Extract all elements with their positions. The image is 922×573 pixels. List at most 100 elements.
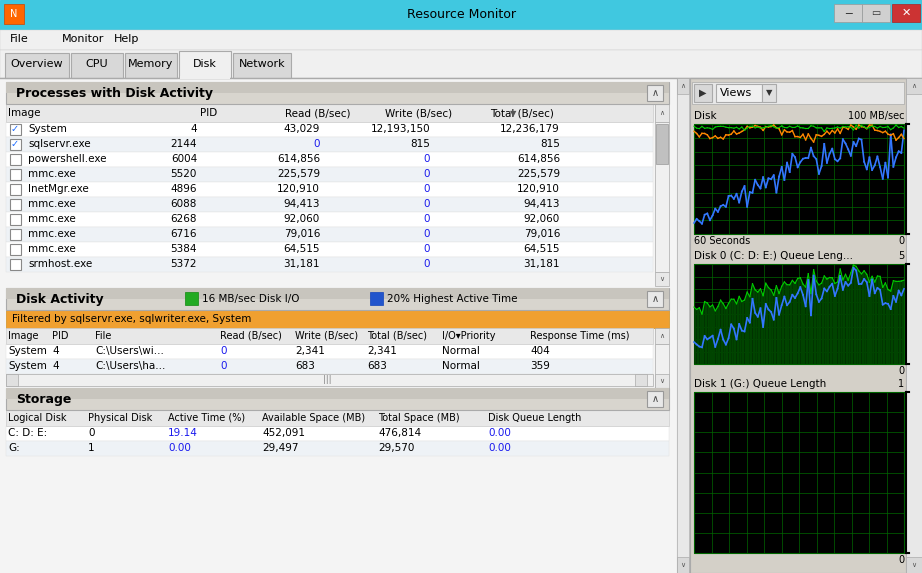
Bar bbox=[10, 244, 21, 255]
Text: ✓: ✓ bbox=[11, 124, 19, 134]
Bar bbox=[6, 197, 653, 212]
Text: 0: 0 bbox=[313, 139, 320, 149]
Text: 12,193,150: 12,193,150 bbox=[371, 124, 430, 134]
Text: 0: 0 bbox=[88, 428, 94, 438]
Polygon shape bbox=[864, 270, 867, 364]
Polygon shape bbox=[710, 305, 713, 364]
Bar bbox=[655, 344, 669, 388]
Text: I/O▾Priority: I/O▾Priority bbox=[442, 331, 495, 341]
Text: 359: 359 bbox=[530, 361, 550, 371]
Text: 29,570: 29,570 bbox=[378, 443, 414, 453]
Polygon shape bbox=[824, 276, 827, 364]
Polygon shape bbox=[776, 285, 779, 364]
Text: 815: 815 bbox=[540, 139, 560, 149]
Bar bbox=[0, 50, 922, 78]
Text: 0: 0 bbox=[898, 366, 904, 376]
Text: 476,814: 476,814 bbox=[378, 428, 421, 438]
Polygon shape bbox=[766, 283, 768, 364]
Text: ∧: ∧ bbox=[652, 88, 658, 98]
Text: Disk 0 (C: D: E:) Queue Leng...: Disk 0 (C: D: E:) Queue Leng... bbox=[694, 251, 853, 261]
Polygon shape bbox=[843, 274, 845, 364]
Text: Normal: Normal bbox=[442, 361, 479, 371]
Polygon shape bbox=[854, 265, 857, 364]
Bar bbox=[694, 124, 904, 234]
Polygon shape bbox=[744, 292, 747, 364]
Bar bbox=[0, 78, 675, 573]
Polygon shape bbox=[872, 276, 875, 364]
Text: Active Time (%): Active Time (%) bbox=[168, 413, 245, 423]
Text: Write (B/sec): Write (B/sec) bbox=[295, 331, 358, 341]
Bar bbox=[694, 84, 712, 102]
Polygon shape bbox=[761, 289, 763, 364]
Text: 0: 0 bbox=[423, 229, 430, 239]
Polygon shape bbox=[861, 270, 864, 364]
Polygon shape bbox=[790, 280, 792, 364]
Bar bbox=[6, 182, 653, 197]
Bar bbox=[180, 76, 230, 79]
Text: System: System bbox=[28, 124, 67, 134]
Text: File: File bbox=[10, 34, 29, 44]
Bar bbox=[6, 359, 653, 374]
Text: Views: Views bbox=[720, 88, 752, 98]
Bar bbox=[834, 4, 862, 22]
Polygon shape bbox=[723, 304, 726, 364]
Polygon shape bbox=[768, 288, 771, 364]
Text: CPU: CPU bbox=[86, 59, 108, 69]
Bar bbox=[370, 292, 383, 305]
Text: 404: 404 bbox=[530, 346, 550, 356]
Polygon shape bbox=[702, 301, 704, 364]
Text: 225,579: 225,579 bbox=[517, 169, 560, 179]
Text: ∧: ∧ bbox=[652, 294, 658, 304]
Bar bbox=[6, 288, 669, 310]
Bar bbox=[10, 154, 21, 165]
Text: Write (B/sec): Write (B/sec) bbox=[385, 108, 452, 118]
Polygon shape bbox=[739, 296, 742, 364]
Polygon shape bbox=[896, 281, 899, 364]
Bar bbox=[635, 374, 647, 386]
Polygon shape bbox=[835, 282, 837, 364]
Text: ▶: ▶ bbox=[699, 88, 707, 98]
Text: Disk 1 (G:) Queue Length: Disk 1 (G:) Queue Length bbox=[694, 379, 826, 389]
Bar bbox=[6, 167, 653, 182]
Bar bbox=[862, 4, 890, 22]
Bar bbox=[6, 137, 653, 152]
Polygon shape bbox=[803, 284, 806, 364]
Text: ∨: ∨ bbox=[680, 562, 686, 568]
Text: ✕: ✕ bbox=[902, 8, 911, 18]
Text: Read (B/sec): Read (B/sec) bbox=[285, 108, 350, 118]
Text: ∧: ∧ bbox=[659, 333, 665, 339]
Text: 100 MB/sec: 100 MB/sec bbox=[847, 111, 904, 121]
Text: ∧: ∧ bbox=[680, 83, 686, 89]
Bar bbox=[677, 78, 689, 573]
Text: 0: 0 bbox=[423, 214, 430, 224]
Bar bbox=[6, 288, 669, 299]
Polygon shape bbox=[857, 266, 858, 364]
Bar bbox=[10, 229, 21, 240]
Bar bbox=[6, 388, 669, 410]
Text: ∨: ∨ bbox=[659, 276, 665, 282]
Polygon shape bbox=[858, 271, 861, 364]
Polygon shape bbox=[737, 296, 739, 364]
Polygon shape bbox=[795, 278, 798, 364]
Text: 12,236,179: 12,236,179 bbox=[501, 124, 560, 134]
Text: 16 MB/sec Disk I/O: 16 MB/sec Disk I/O bbox=[202, 294, 300, 304]
Bar bbox=[6, 328, 653, 344]
Polygon shape bbox=[694, 307, 697, 364]
Text: Normal: Normal bbox=[442, 346, 479, 356]
Text: PID: PID bbox=[52, 331, 68, 341]
Polygon shape bbox=[882, 283, 885, 364]
Bar bbox=[6, 212, 653, 227]
Text: C:\Users\ha...: C:\Users\ha... bbox=[95, 361, 165, 371]
Bar bbox=[6, 441, 669, 456]
Bar bbox=[6, 310, 669, 328]
Bar bbox=[716, 84, 762, 102]
Polygon shape bbox=[699, 308, 702, 364]
Text: Disk: Disk bbox=[193, 59, 217, 69]
Text: 6268: 6268 bbox=[171, 214, 197, 224]
Text: Logical Disk: Logical Disk bbox=[8, 413, 66, 423]
Bar bbox=[6, 344, 653, 359]
Text: ▼: ▼ bbox=[766, 88, 773, 97]
Polygon shape bbox=[755, 290, 758, 364]
Text: 0: 0 bbox=[220, 346, 227, 356]
Text: ∧: ∧ bbox=[652, 394, 658, 404]
